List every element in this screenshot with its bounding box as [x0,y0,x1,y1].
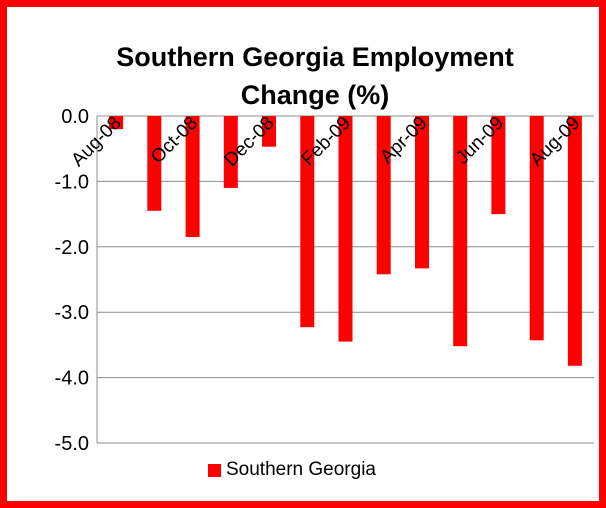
bar [109,116,124,130]
legend-label: Southern Georgia [226,459,376,480]
bar [223,116,238,188]
y-tick-label: 0.0 [61,106,89,128]
bar [567,116,582,366]
legend-swatch [208,463,221,477]
bar [415,116,429,269]
bar [529,116,544,341]
y-tick-label: -3.0 [55,302,89,324]
bar [453,116,468,347]
bar [185,116,200,237]
y-tick-label: -5.0 [55,433,89,455]
chart-title: Southern Georgia Employment Change (%) [116,42,514,110]
bar [147,116,162,211]
bar [376,116,391,275]
bar [262,116,276,147]
bar [338,116,353,342]
legend: Southern Georgia [208,459,376,481]
y-tick-label: -4.0 [55,368,89,390]
y-tick-label: -2.0 [55,237,89,259]
bar [300,116,315,328]
y-tick-label: -1.0 [55,171,89,193]
bar [491,116,506,215]
